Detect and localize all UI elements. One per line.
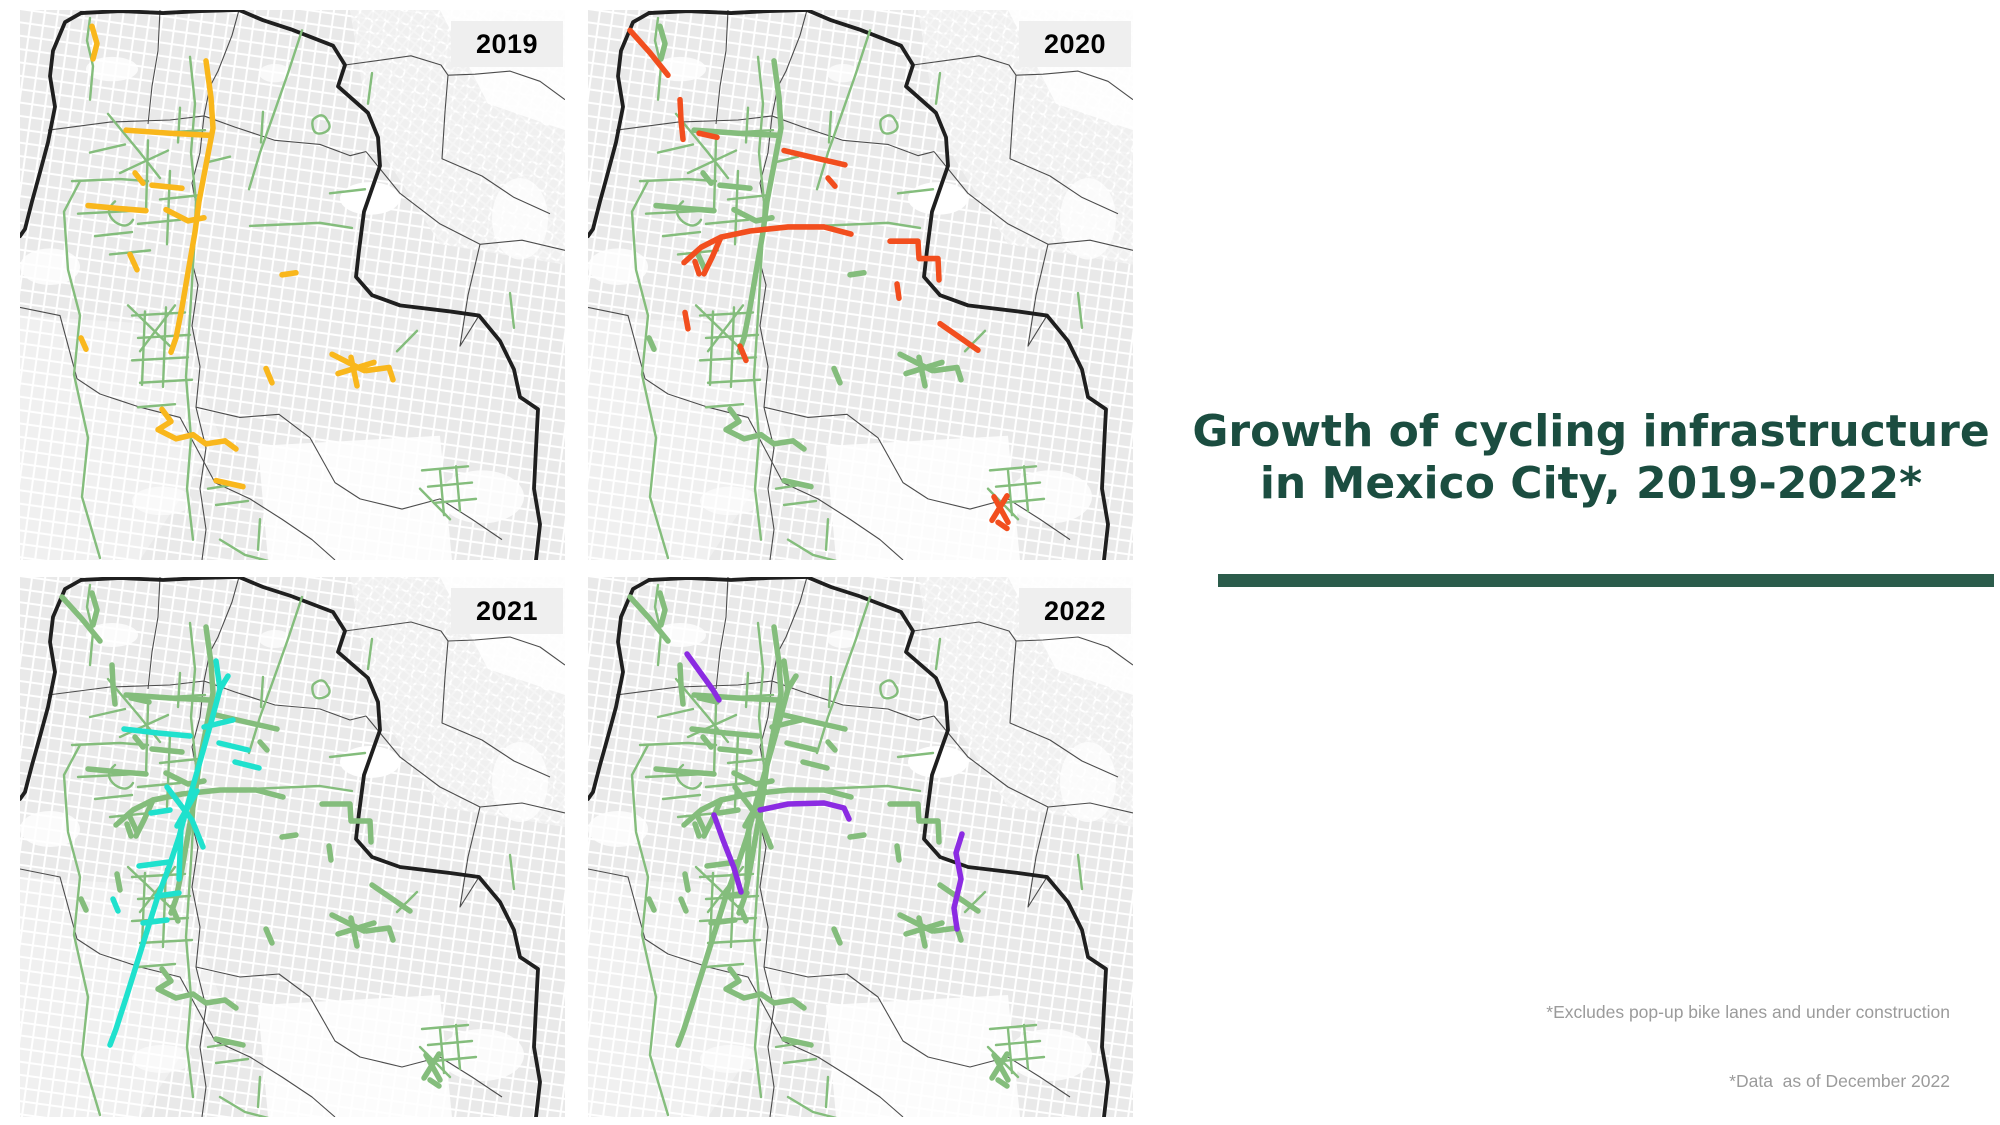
footnote-line1: *Excludes pop-up bike lanes and under co… [1546, 1002, 1950, 1023]
map-panel-2020: 2020 [588, 10, 1133, 560]
footnotes: *Excludes pop-up bike lanes and under co… [1546, 955, 1950, 1117]
map-panel-2019: 2019 [20, 10, 565, 560]
year-label-2022: 2022 [1019, 588, 1131, 634]
map-2021 [20, 577, 565, 1117]
year-label-2020: 2020 [1019, 21, 1131, 67]
title-divider [1218, 574, 1994, 587]
map-panel-2021: 2021 [20, 577, 565, 1117]
year-label-2021: 2021 [451, 588, 563, 634]
page-title: Growth of cycling infrastructure in Mexi… [1160, 406, 2000, 510]
map-2022 [588, 577, 1133, 1117]
footnote-line2: *Data as of December 2022 [1729, 1071, 1950, 1092]
map-panel-2022: 2022 [588, 577, 1133, 1117]
map-2019 [20, 10, 565, 560]
year-label-2019: 2019 [451, 21, 563, 67]
map-2020 [588, 10, 1133, 560]
page-title-line2: in Mexico City, 2019-2022* [1259, 457, 1923, 509]
page-title-line1: Growth of cycling infrastructure [1192, 406, 1990, 457]
